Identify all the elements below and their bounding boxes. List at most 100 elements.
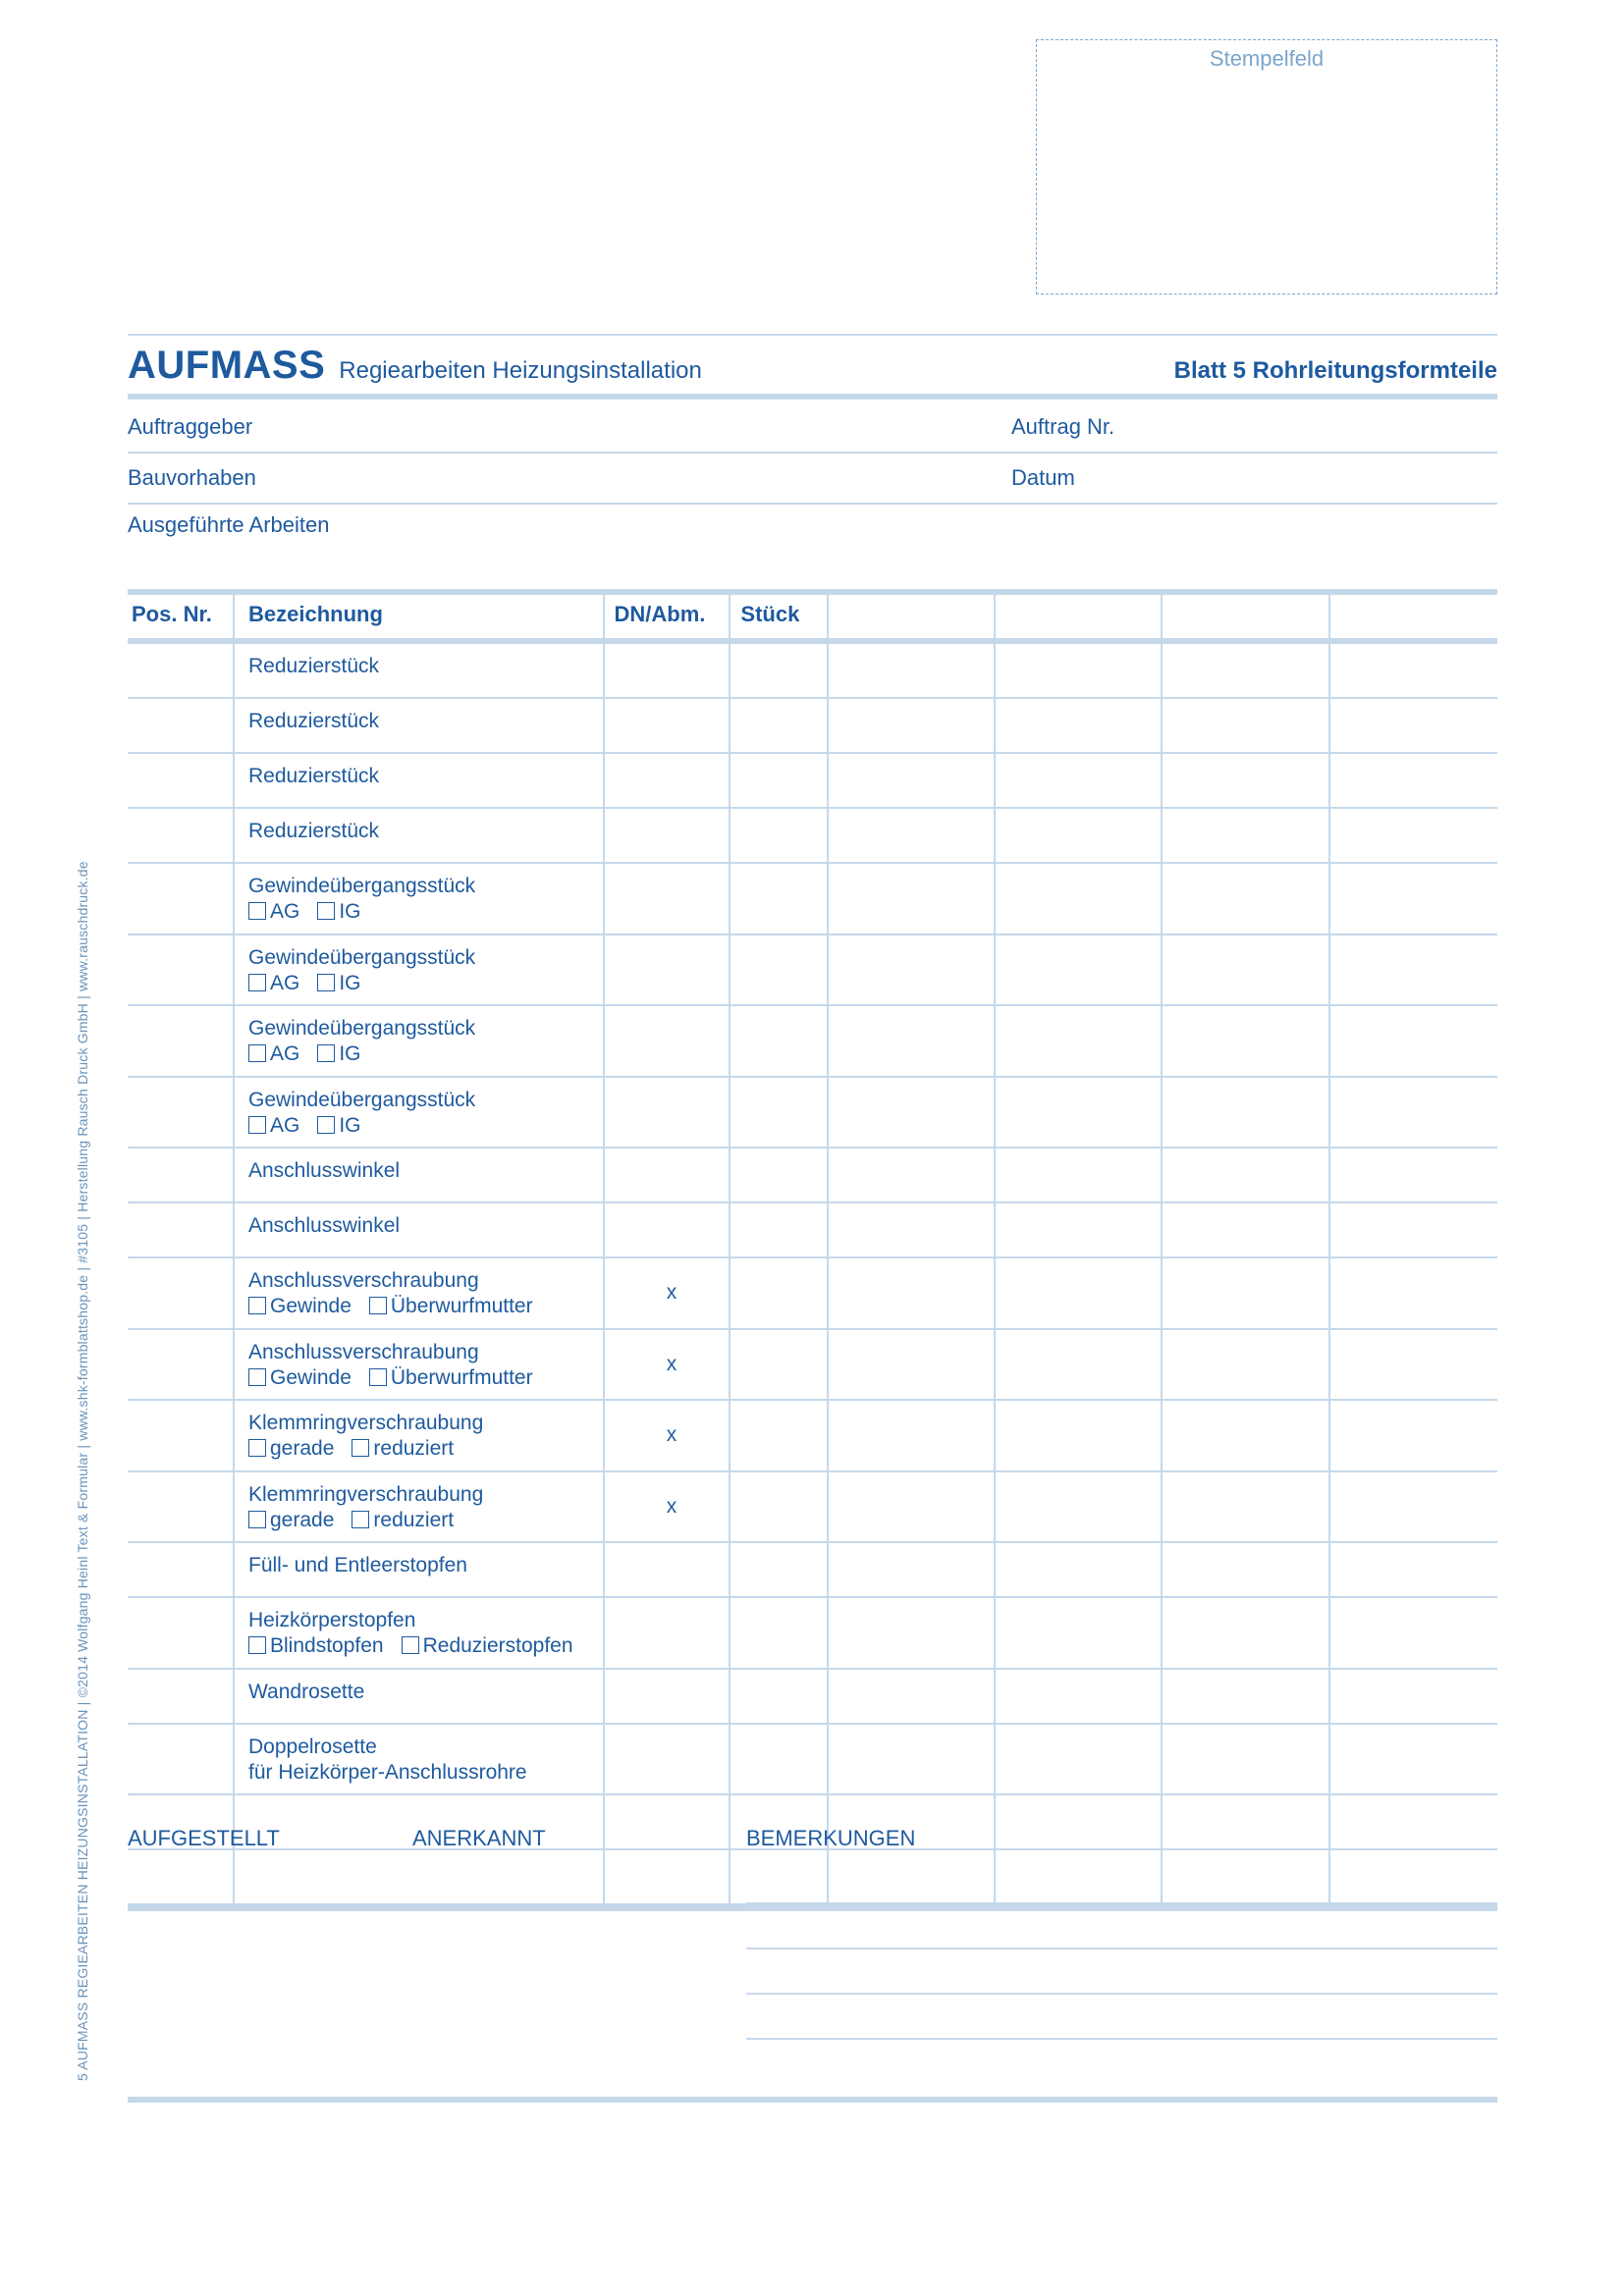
cell-extra[interactable] bbox=[1330, 1330, 1497, 1400]
cell-extra[interactable] bbox=[996, 1258, 1163, 1328]
cell-extra[interactable] bbox=[996, 1472, 1163, 1542]
cell-extra[interactable] bbox=[1330, 1472, 1497, 1542]
cell-dn[interactable]: x bbox=[605, 1401, 731, 1470]
cell-extra[interactable] bbox=[1163, 1330, 1329, 1400]
cell-pos[interactable] bbox=[128, 1670, 235, 1723]
cell-stueck[interactable] bbox=[731, 754, 828, 807]
cell-pos[interactable] bbox=[128, 864, 235, 934]
checkbox[interactable] bbox=[248, 1297, 266, 1314]
cell-extra[interactable] bbox=[1330, 699, 1497, 752]
cell-extra[interactable] bbox=[996, 644, 1163, 697]
cell-extra[interactable] bbox=[1163, 644, 1329, 697]
checkbox[interactable] bbox=[317, 974, 335, 991]
cell-extra[interactable] bbox=[1163, 1258, 1329, 1328]
checkbox[interactable] bbox=[369, 1368, 387, 1386]
cell-extra[interactable] bbox=[996, 1598, 1163, 1668]
cell-stueck[interactable] bbox=[731, 644, 828, 697]
cell-extra[interactable] bbox=[829, 1670, 996, 1723]
cell-extra[interactable] bbox=[829, 1078, 996, 1148]
cell-dn[interactable] bbox=[605, 699, 731, 752]
cell-pos[interactable] bbox=[128, 1148, 235, 1201]
cell-stueck[interactable] bbox=[731, 1401, 828, 1470]
cell-extra[interactable] bbox=[1330, 1543, 1497, 1596]
cell-extra[interactable] bbox=[1330, 754, 1497, 807]
cell-extra[interactable] bbox=[1163, 699, 1329, 752]
checkbox[interactable] bbox=[248, 974, 266, 991]
cell-stueck[interactable] bbox=[731, 699, 828, 752]
cell-extra[interactable] bbox=[829, 1725, 996, 1794]
cell-extra[interactable] bbox=[1163, 1148, 1329, 1201]
cell-extra[interactable] bbox=[1163, 1543, 1329, 1596]
cell-dn[interactable] bbox=[605, 1006, 731, 1076]
cell-extra[interactable] bbox=[1330, 1670, 1497, 1723]
cell-extra[interactable] bbox=[996, 1203, 1163, 1256]
cell-extra[interactable] bbox=[829, 935, 996, 1005]
cell-extra[interactable] bbox=[996, 1006, 1163, 1076]
cell-extra[interactable] bbox=[829, 1401, 996, 1470]
cell-pos[interactable] bbox=[128, 754, 235, 807]
cell-extra[interactable] bbox=[996, 1330, 1163, 1400]
cell-extra[interactable] bbox=[1330, 1203, 1497, 1256]
cell-pos[interactable] bbox=[128, 1078, 235, 1148]
cell-pos[interactable] bbox=[128, 1401, 235, 1470]
cell-dn[interactable]: x bbox=[605, 1258, 731, 1328]
cell-dn[interactable] bbox=[605, 935, 731, 1005]
cell-stueck[interactable] bbox=[731, 1203, 828, 1256]
checkbox[interactable] bbox=[248, 1368, 266, 1386]
cell-extra[interactable] bbox=[1163, 1401, 1329, 1470]
cell-stueck[interactable] bbox=[731, 1543, 828, 1596]
cell-extra[interactable] bbox=[829, 1203, 996, 1256]
cell-extra[interactable] bbox=[1330, 1401, 1497, 1470]
cell-extra[interactable] bbox=[996, 935, 1163, 1005]
cell-pos[interactable] bbox=[128, 935, 235, 1005]
cell-pos[interactable] bbox=[128, 1543, 235, 1596]
cell-dn[interactable] bbox=[605, 644, 731, 697]
cell-extra[interactable] bbox=[1330, 644, 1497, 697]
cell-pos[interactable] bbox=[128, 1725, 235, 1794]
checkbox[interactable] bbox=[317, 1044, 335, 1062]
cell-dn[interactable] bbox=[605, 1598, 731, 1668]
cell-extra[interactable] bbox=[1163, 809, 1329, 862]
cell-pos[interactable] bbox=[128, 1258, 235, 1328]
checkbox[interactable] bbox=[352, 1511, 369, 1528]
cell-extra[interactable] bbox=[996, 864, 1163, 934]
cell-stueck[interactable] bbox=[731, 864, 828, 934]
cell-stueck[interactable] bbox=[731, 1006, 828, 1076]
checkbox[interactable] bbox=[402, 1636, 419, 1654]
cell-extra[interactable] bbox=[996, 754, 1163, 807]
cell-extra[interactable] bbox=[1330, 1148, 1497, 1201]
cell-extra[interactable] bbox=[1163, 754, 1329, 807]
checkbox[interactable] bbox=[248, 1116, 266, 1134]
cell-extra[interactable] bbox=[829, 1330, 996, 1400]
cell-stueck[interactable] bbox=[731, 1598, 828, 1668]
cell-extra[interactable] bbox=[996, 1078, 1163, 1148]
cell-extra[interactable] bbox=[1330, 1598, 1497, 1668]
cell-stueck[interactable] bbox=[731, 935, 828, 1005]
cell-pos[interactable] bbox=[128, 1472, 235, 1542]
cell-extra[interactable] bbox=[1330, 1258, 1497, 1328]
cell-extra[interactable] bbox=[996, 699, 1163, 752]
cell-stueck[interactable] bbox=[731, 1330, 828, 1400]
cell-dn[interactable] bbox=[605, 1078, 731, 1148]
cell-extra[interactable] bbox=[829, 699, 996, 752]
cell-dn[interactable] bbox=[605, 1670, 731, 1723]
cell-dn[interactable] bbox=[605, 1148, 731, 1201]
cell-extra[interactable] bbox=[1330, 864, 1497, 934]
cell-dn[interactable] bbox=[605, 1203, 731, 1256]
checkbox[interactable] bbox=[248, 1636, 266, 1654]
stamp-field[interactable]: Stempelfeld bbox=[1036, 39, 1497, 294]
checkbox[interactable] bbox=[317, 1116, 335, 1134]
cell-extra[interactable] bbox=[829, 1598, 996, 1668]
cell-extra[interactable] bbox=[1163, 1725, 1329, 1794]
cell-pos[interactable] bbox=[128, 1330, 235, 1400]
cell-extra[interactable] bbox=[829, 809, 996, 862]
cell-dn[interactable]: x bbox=[605, 1330, 731, 1400]
cell-pos[interactable] bbox=[128, 644, 235, 697]
cell-extra[interactable] bbox=[829, 1543, 996, 1596]
cell-extra[interactable] bbox=[1163, 864, 1329, 934]
cell-pos[interactable] bbox=[128, 1598, 235, 1668]
checkbox[interactable] bbox=[352, 1439, 369, 1457]
cell-extra[interactable] bbox=[1163, 1078, 1329, 1148]
cell-extra[interactable] bbox=[1163, 1598, 1329, 1668]
cell-dn[interactable] bbox=[605, 1725, 731, 1794]
